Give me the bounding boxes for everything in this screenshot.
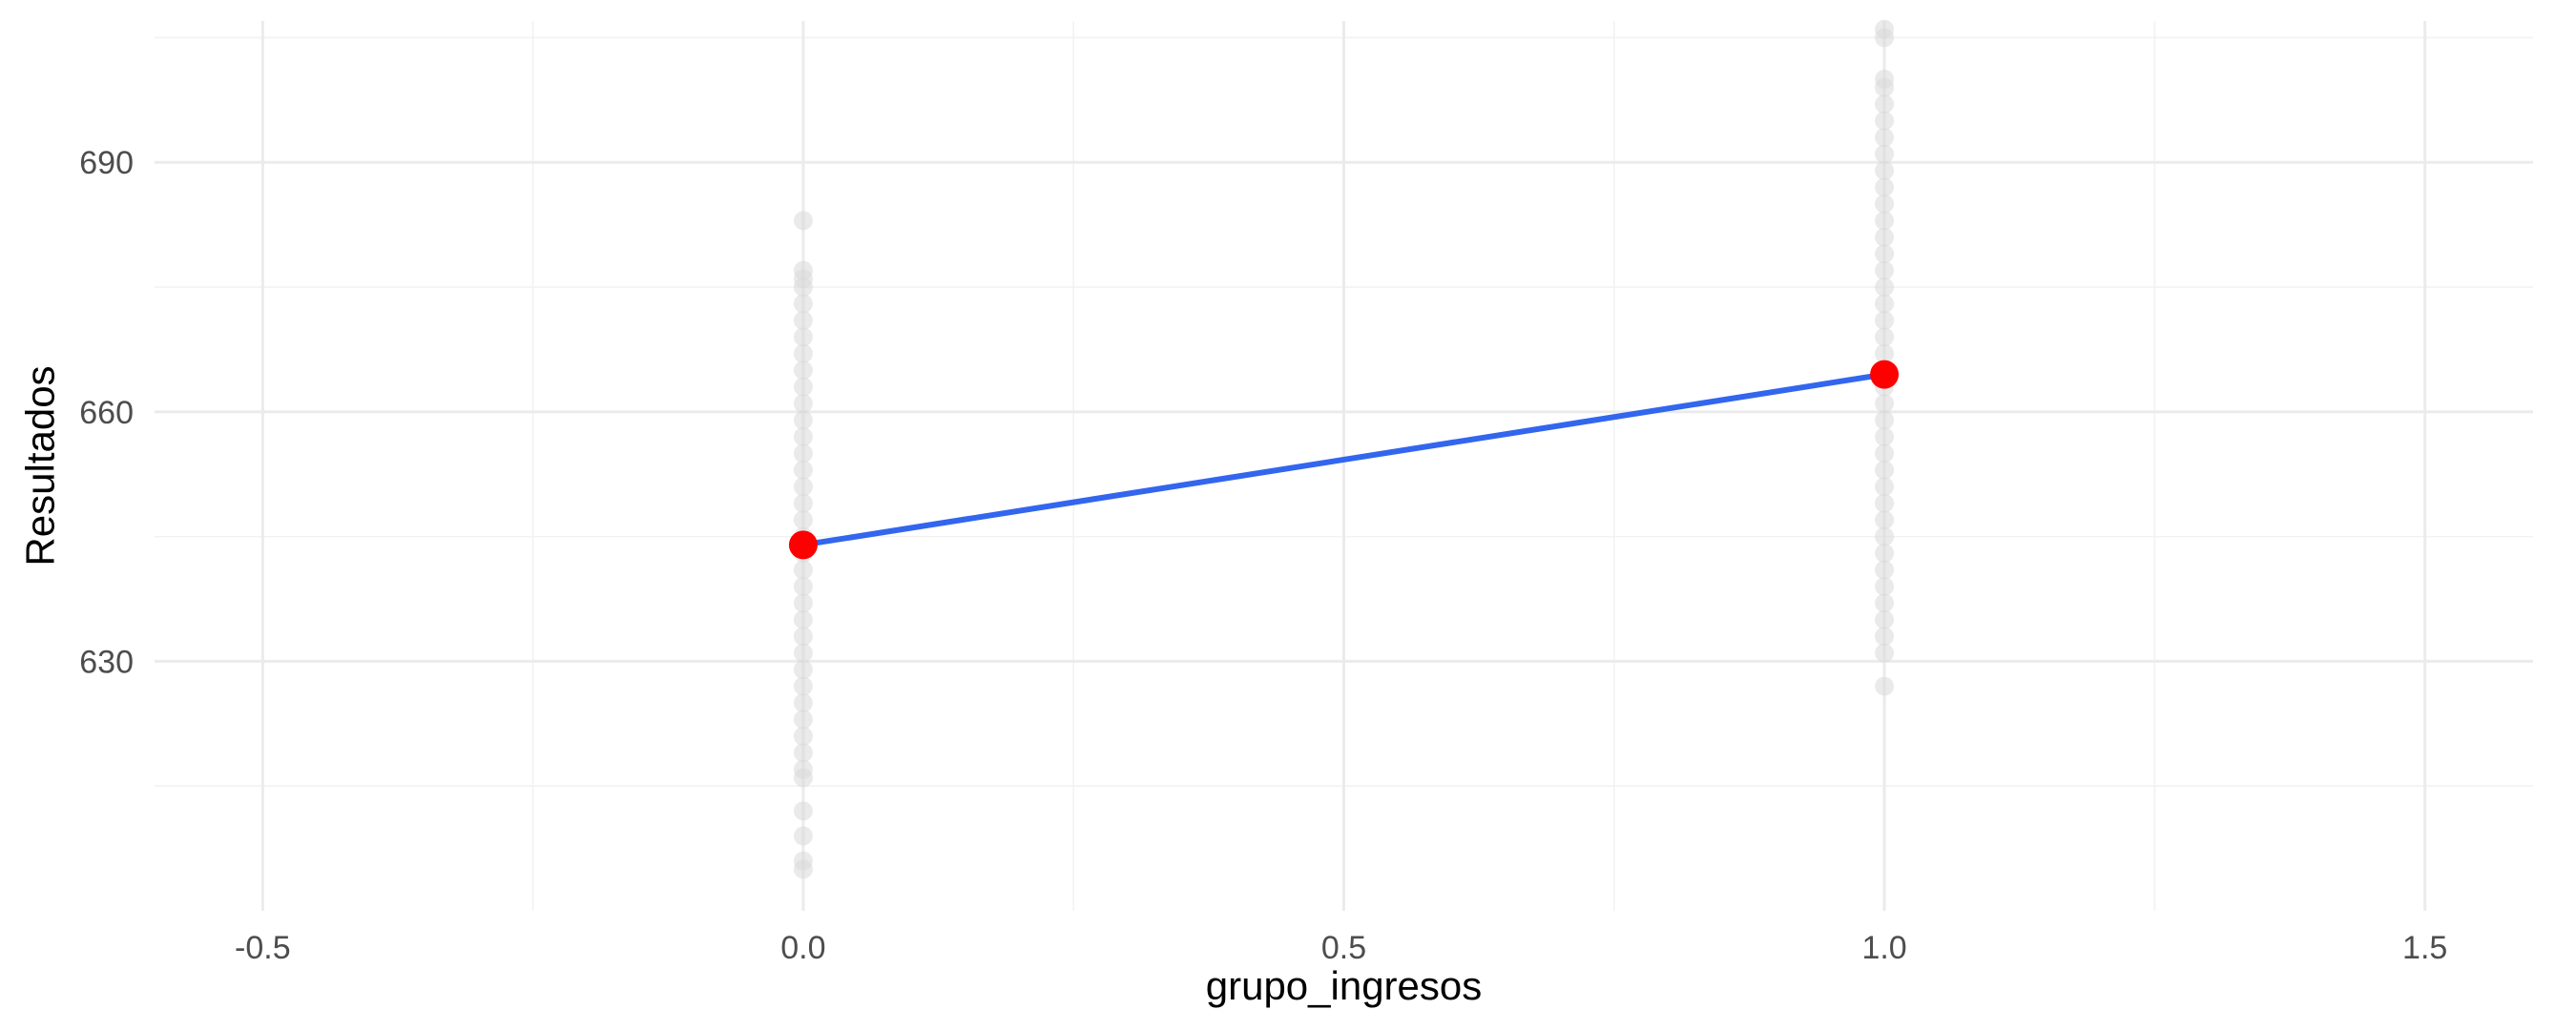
data-point	[1875, 544, 1895, 564]
y-axis-ticks: 630 660 690	[79, 145, 134, 680]
data-point	[793, 726, 813, 746]
data-point	[793, 676, 813, 696]
data-point	[793, 710, 813, 730]
data-point	[793, 801, 813, 821]
data-point	[1875, 260, 1895, 280]
data-point	[1875, 560, 1895, 580]
data-point	[793, 460, 813, 480]
data-point	[1875, 593, 1895, 613]
data-point	[793, 343, 813, 363]
data-point	[1875, 194, 1895, 214]
data-point	[1875, 144, 1895, 164]
group-mean-point	[1870, 360, 1900, 389]
data-point	[793, 560, 813, 580]
data-point	[1875, 327, 1895, 347]
data-point	[793, 294, 813, 314]
data-point	[793, 627, 813, 647]
data-point	[1875, 394, 1895, 414]
data-point	[793, 826, 813, 846]
data-points	[793, 19, 1895, 879]
data-point	[1875, 627, 1895, 647]
data-point	[1875, 510, 1895, 530]
x-tick-label: 0.5	[1321, 930, 1366, 966]
group-mean-point	[788, 530, 818, 560]
y-tick-label: 690	[79, 145, 134, 181]
data-point	[793, 576, 813, 596]
data-point	[793, 510, 813, 530]
data-point	[1875, 294, 1895, 314]
data-point	[1875, 493, 1895, 513]
x-axis-title: grupo_ingresos	[1206, 963, 1483, 1008]
regression-line	[800, 371, 1888, 548]
data-point	[793, 410, 813, 430]
data-point	[1875, 28, 1895, 48]
data-point	[1875, 643, 1895, 663]
data-point	[1875, 410, 1895, 430]
x-axis-ticks: -0.5 0.0 0.5 1.0 1.5	[235, 930, 2447, 966]
data-point	[793, 327, 813, 347]
data-point	[1875, 576, 1895, 596]
data-point	[1875, 160, 1895, 180]
y-tick-label: 660	[79, 395, 134, 431]
data-point	[1875, 244, 1895, 264]
x-tick-label: 1.0	[1861, 930, 1906, 966]
data-point	[793, 477, 813, 497]
data-point	[1875, 477, 1895, 497]
data-point	[793, 609, 813, 629]
data-point	[1875, 426, 1895, 446]
x-tick-label: -0.5	[235, 930, 291, 966]
y-tick-label: 630	[79, 644, 134, 680]
data-point	[1875, 111, 1895, 131]
data-point	[793, 394, 813, 414]
data-point	[1875, 128, 1895, 148]
data-point	[1875, 94, 1895, 114]
data-point	[1875, 177, 1895, 197]
data-point	[1875, 77, 1895, 97]
data-point	[793, 310, 813, 330]
y-axis-title: Resultados	[18, 365, 63, 566]
data-point	[793, 211, 813, 231]
data-point	[1875, 443, 1895, 464]
data-point	[793, 426, 813, 446]
data-point	[1875, 676, 1895, 696]
data-point	[1875, 526, 1895, 546]
data-point	[793, 360, 813, 381]
x-tick-label: 0.0	[780, 930, 825, 966]
regression-line-layer	[800, 371, 1888, 548]
x-tick-label: 1.5	[2402, 930, 2447, 966]
data-point	[1875, 278, 1895, 298]
data-point	[1875, 211, 1895, 231]
data-point	[1875, 343, 1895, 363]
data-point	[1875, 227, 1895, 247]
data-point	[1875, 609, 1895, 629]
data-point	[793, 278, 813, 298]
data-point	[793, 743, 813, 763]
data-point	[793, 660, 813, 680]
group-means	[788, 360, 1900, 560]
data-point	[793, 593, 813, 613]
data-point	[1875, 310, 1895, 330]
data-point	[793, 768, 813, 788]
data-point	[793, 443, 813, 464]
data-point	[793, 693, 813, 713]
data-point	[793, 643, 813, 663]
data-point	[793, 859, 813, 879]
data-point	[793, 493, 813, 513]
data-point	[1875, 460, 1895, 480]
grid-major	[155, 21, 2533, 911]
data-point	[793, 377, 813, 397]
